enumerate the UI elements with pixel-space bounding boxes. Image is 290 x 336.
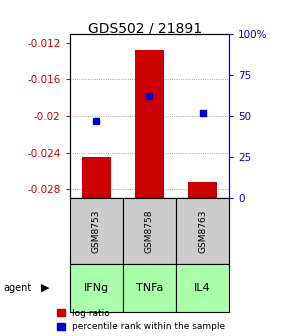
Text: GSM8753: GSM8753	[92, 209, 101, 253]
Text: TNFa: TNFa	[136, 283, 163, 293]
Bar	[135, 50, 164, 198]
Text: GSM8763: GSM8763	[198, 209, 207, 253]
Text: IL4: IL4	[194, 283, 211, 293]
Text: GDS502 / 21891: GDS502 / 21891	[88, 22, 202, 36]
Bar	[188, 182, 217, 198]
Legend: log ratio, percentile rank within the sample: log ratio, percentile rank within the sa…	[57, 309, 225, 332]
Text: IFNg: IFNg	[84, 283, 109, 293]
Text: agent: agent	[3, 283, 31, 293]
Text: GSM8758: GSM8758	[145, 209, 154, 253]
Bar	[81, 157, 111, 198]
Text: ▶: ▶	[41, 283, 49, 293]
